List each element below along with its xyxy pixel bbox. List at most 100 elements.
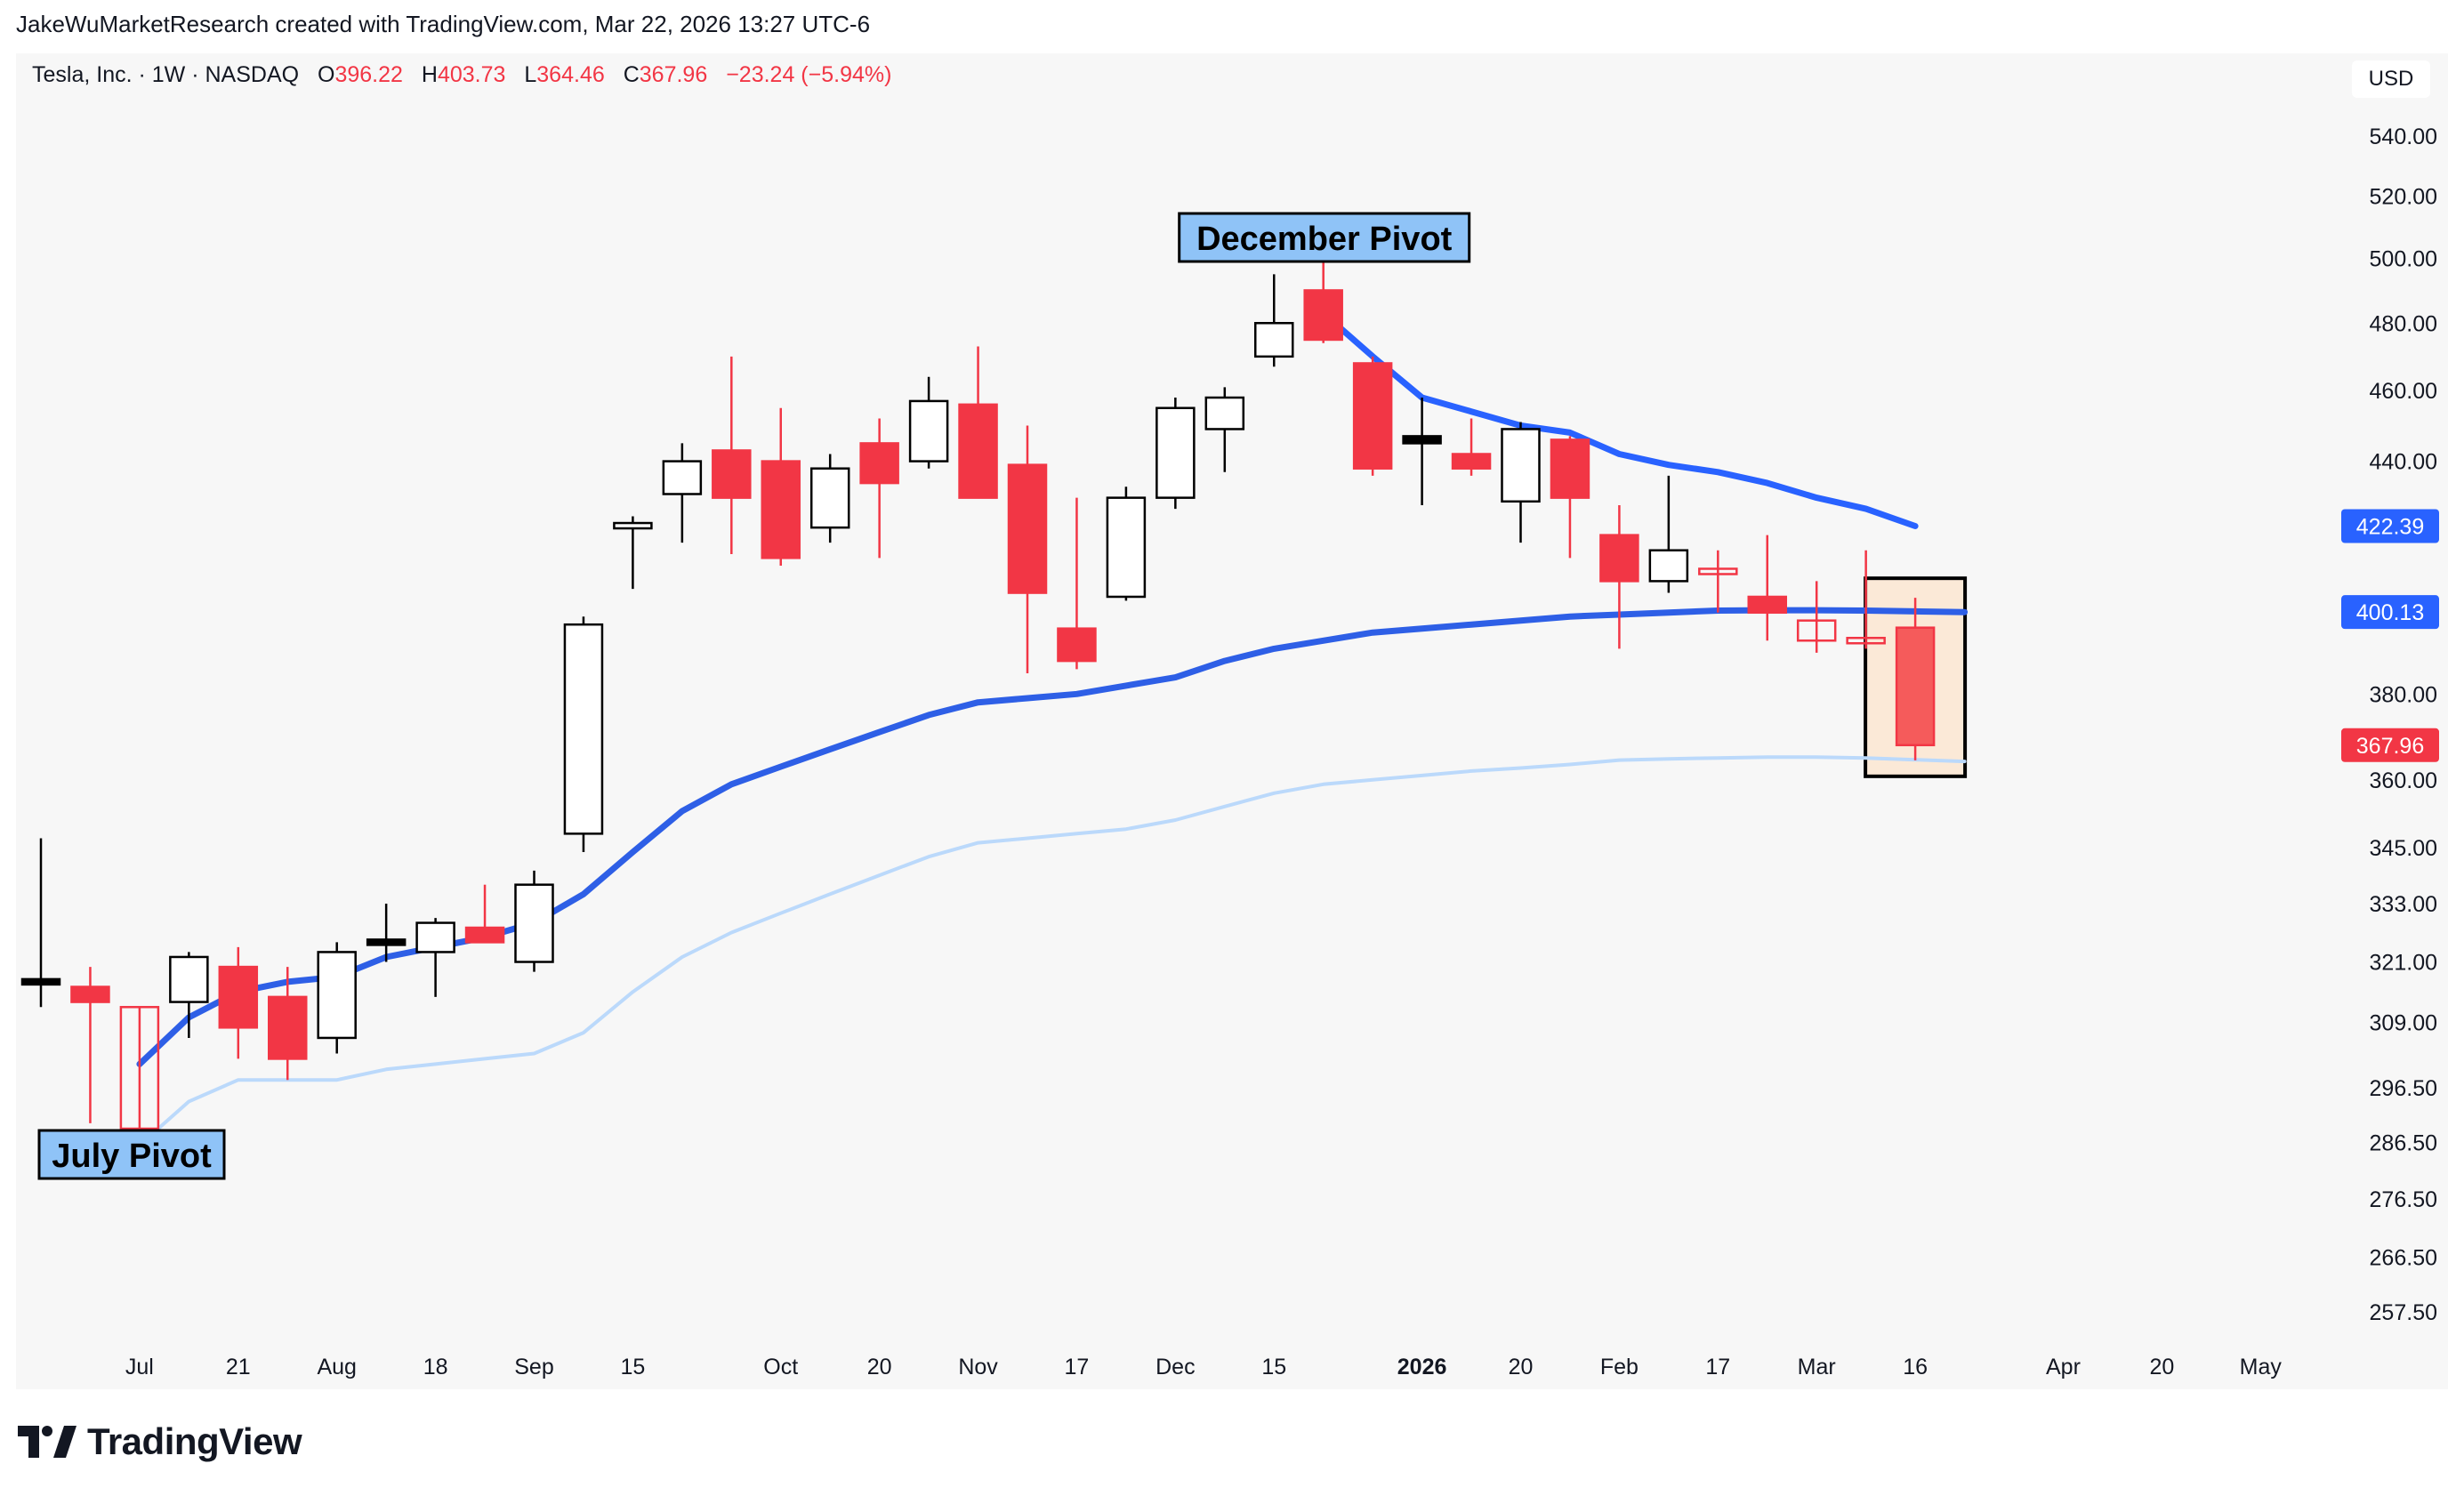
- symbol-info[interactable]: Tesla, Inc. · 1W · NASDAQ: [32, 62, 300, 87]
- x-tick-label: Sep: [514, 1355, 553, 1379]
- candle-body: [1156, 406, 1196, 499]
- candle-body: [662, 460, 703, 495]
- x-tick-label: 20: [867, 1355, 892, 1379]
- x-tick-label: Mar: [1798, 1355, 1836, 1379]
- x-tick-label: May: [2240, 1355, 2283, 1379]
- candle-body: [1698, 567, 1738, 575]
- candle-body: [1895, 626, 1936, 747]
- candle-body: [1402, 435, 1442, 445]
- candle-body: [809, 467, 850, 529]
- y-tick-label: 460.00: [2370, 379, 2437, 404]
- candle-body: [366, 938, 407, 946]
- x-tick-label: Oct: [763, 1355, 798, 1379]
- x-tick-label: 15: [1261, 1355, 1286, 1379]
- candle-body: [1747, 595, 1787, 614]
- december-pivot-label: December Pivot: [1196, 221, 1453, 258]
- x-tick-label: Aug: [317, 1355, 356, 1379]
- candle-body: [218, 965, 259, 1029]
- x-tick-label: Feb: [1600, 1355, 1639, 1379]
- x-tick-label: Jul: [125, 1355, 154, 1379]
- y-tick-label: 257.50: [2370, 1300, 2437, 1325]
- candle-body: [563, 623, 604, 835]
- y-tick-label: 345.00: [2370, 836, 2437, 861]
- candle-body: [1451, 453, 1492, 470]
- high-value: 403.73: [437, 62, 506, 87]
- candle-body: [268, 995, 308, 1060]
- july-pivot-box: [37, 1129, 226, 1180]
- brand-name: TradingView: [87, 1420, 302, 1462]
- candle-body: [908, 399, 949, 462]
- y-tick-label: 500.00: [2370, 246, 2437, 271]
- ema-line: [1320, 310, 1919, 529]
- y-tick-label: 333.00: [2370, 892, 2437, 917]
- low-value: 364.46: [536, 62, 605, 87]
- low-label: L: [524, 62, 537, 87]
- july-pivot-label: July Pivot: [52, 1138, 212, 1175]
- y-tick-label: 321.00: [2370, 951, 2437, 976]
- candle-body: [1599, 534, 1639, 583]
- close-label: C: [623, 62, 640, 87]
- price-tag-bg: [2341, 728, 2439, 762]
- high-label: H: [421, 62, 438, 87]
- candle-body: [761, 460, 801, 559]
- candle-body: [859, 442, 899, 485]
- x-tick-label: 15: [620, 1355, 645, 1379]
- price-tag-bg: [2341, 509, 2439, 543]
- candle-body: [712, 449, 752, 499]
- x-tick-label: Dec: [1156, 1355, 1195, 1379]
- y-tick-label: 309.00: [2370, 1011, 2437, 1036]
- candle-body: [169, 955, 209, 1003]
- tradingview-logo[interactable]: TradingView: [18, 1420, 302, 1464]
- candle-body: [119, 1006, 160, 1130]
- x-tick-label: 20: [1509, 1355, 1534, 1379]
- candle-body: [1846, 637, 1886, 645]
- candle-body: [514, 883, 554, 963]
- price-tag-label: 422.39: [2356, 515, 2424, 540]
- candle-body: [464, 926, 505, 944]
- x-tick-label: 20: [2149, 1355, 2174, 1379]
- y-tick-label: 266.50: [2370, 1246, 2437, 1271]
- x-tick-label: Nov: [958, 1355, 998, 1379]
- candle-body: [1796, 619, 1837, 642]
- x-tick-label: 17: [1705, 1355, 1730, 1379]
- y-tick-label: 360.00: [2370, 768, 2437, 793]
- x-tick-label: 18: [423, 1355, 448, 1379]
- close-value: 367.96: [639, 62, 708, 87]
- x-tick-label: 2026: [1397, 1355, 1447, 1379]
- december-pivot-box: [1178, 212, 1471, 263]
- y-tick-label: 540.00: [2370, 125, 2437, 149]
- candle-body: [70, 985, 110, 1003]
- x-tick-label: Apr: [2046, 1355, 2081, 1379]
- x-tick-label: 21: [226, 1355, 251, 1379]
- candle-body: [20, 977, 61, 986]
- candle-body: [1550, 438, 1590, 499]
- candle-body: [1501, 428, 1541, 503]
- candle-body: [317, 951, 357, 1040]
- y-tick-label: 296.50: [2370, 1076, 2437, 1101]
- y-tick-label: 520.00: [2370, 184, 2437, 209]
- price-tag-label: 400.13: [2356, 600, 2424, 625]
- candle-body: [415, 921, 455, 953]
- candle-body: [1303, 289, 1343, 342]
- price-tag-label: 367.96: [2356, 734, 2424, 759]
- y-tick-label: 480.00: [2370, 311, 2437, 336]
- y-tick-label: 440.00: [2370, 450, 2437, 475]
- chart-panel[interactable]: [16, 53, 2448, 1389]
- y-tick-label: 286.50: [2370, 1130, 2437, 1155]
- candle-body: [613, 521, 653, 530]
- y-tick-label: 380.00: [2370, 682, 2437, 707]
- tradingview-logo-icon: [18, 1426, 76, 1458]
- candle-body: [1648, 549, 1689, 583]
- y-tick-label: 276.50: [2370, 1187, 2437, 1212]
- ema-line: [137, 755, 1967, 1147]
- chart-credit: JakeWuMarketResearch created with Tradin…: [16, 11, 871, 37]
- candle-body: [958, 403, 998, 499]
- open-label: O: [318, 62, 335, 87]
- x-tick-label: 17: [1065, 1355, 1090, 1379]
- candle-body: [1204, 396, 1245, 430]
- candle-body: [1254, 322, 1294, 358]
- change-value: −23.24 (−5.94%): [726, 62, 892, 87]
- currency-selector[interactable]: USD: [2352, 60, 2430, 98]
- x-tick-label: 16: [1903, 1355, 1928, 1379]
